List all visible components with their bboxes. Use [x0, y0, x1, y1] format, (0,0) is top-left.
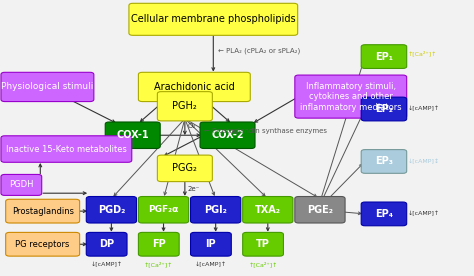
FancyBboxPatch shape	[86, 232, 127, 256]
Text: Inactive 15-Keto metabolites: Inactive 15-Keto metabolites	[6, 145, 127, 153]
Text: O₂: O₂	[187, 123, 195, 129]
Text: Inflammatory stimuli,
cytokines and other
inflammatory mediators: Inflammatory stimuli, cytokines and othe…	[300, 82, 401, 112]
FancyBboxPatch shape	[1, 136, 132, 162]
FancyBboxPatch shape	[129, 3, 298, 35]
Text: ↓[cAMP]↕: ↓[cAMP]↕	[408, 159, 440, 164]
FancyBboxPatch shape	[1, 174, 42, 195]
Text: Cellular membrane phospholipids: Cellular membrane phospholipids	[131, 14, 296, 24]
FancyBboxPatch shape	[295, 197, 345, 223]
FancyBboxPatch shape	[200, 122, 255, 148]
FancyBboxPatch shape	[157, 155, 212, 182]
Text: Arachidonic acid: Arachidonic acid	[154, 82, 235, 92]
Text: DP: DP	[99, 239, 114, 249]
Text: EP₃: EP₃	[375, 156, 393, 166]
Text: ↓[cAMP]↑: ↓[cAMP]↑	[408, 211, 440, 216]
FancyBboxPatch shape	[191, 232, 231, 256]
Text: PGD₂: PGD₂	[98, 205, 125, 215]
FancyBboxPatch shape	[361, 150, 407, 173]
Text: PGDH: PGDH	[9, 181, 34, 189]
Text: ↓[cAMP]↑: ↓[cAMP]↑	[91, 262, 123, 267]
Text: PGI₂: PGI₂	[204, 205, 227, 215]
FancyBboxPatch shape	[191, 197, 241, 223]
Text: PGF₂α: PGF₂α	[148, 205, 179, 214]
Text: PG receptors: PG receptors	[16, 240, 70, 249]
Text: TXA₂: TXA₂	[255, 205, 281, 215]
FancyBboxPatch shape	[6, 199, 80, 223]
Text: Physiological stimuli: Physiological stimuli	[1, 83, 93, 91]
FancyBboxPatch shape	[243, 197, 293, 223]
FancyBboxPatch shape	[1, 72, 94, 102]
FancyBboxPatch shape	[6, 232, 80, 256]
Text: Prostaglandins: Prostaglandins	[12, 207, 73, 216]
Text: ← Prostaglandin synthase enzymes: ← Prostaglandin synthase enzymes	[204, 128, 327, 134]
FancyBboxPatch shape	[361, 202, 407, 226]
FancyBboxPatch shape	[86, 197, 137, 223]
FancyBboxPatch shape	[361, 97, 407, 121]
FancyBboxPatch shape	[138, 232, 179, 256]
Text: ↓[cAMP]↑: ↓[cAMP]↑	[408, 107, 440, 112]
FancyBboxPatch shape	[243, 232, 283, 256]
Text: COX-2: COX-2	[211, 130, 244, 140]
Text: COX-1: COX-1	[117, 130, 149, 140]
Text: ↑[Ca²⁺]↑: ↑[Ca²⁺]↑	[144, 262, 173, 268]
FancyBboxPatch shape	[105, 122, 160, 148]
FancyBboxPatch shape	[138, 72, 250, 102]
FancyBboxPatch shape	[138, 197, 189, 223]
Text: EP₄: EP₄	[375, 209, 393, 219]
Text: ← PLA₂ (cPLA₂ or sPLA₂): ← PLA₂ (cPLA₂ or sPLA₂)	[218, 48, 301, 54]
Text: 2e⁻: 2e⁻	[187, 186, 200, 192]
FancyBboxPatch shape	[295, 75, 407, 118]
FancyBboxPatch shape	[157, 92, 212, 121]
Text: EP₂: EP₂	[375, 104, 393, 114]
Text: PGG₂: PGG₂	[173, 163, 197, 173]
Text: TP: TP	[256, 239, 270, 249]
Text: FP: FP	[152, 239, 166, 249]
Text: EP₁: EP₁	[375, 52, 393, 62]
Text: PGH₂: PGH₂	[173, 101, 197, 111]
Text: PGE₂: PGE₂	[307, 205, 333, 215]
Text: IP: IP	[206, 239, 216, 249]
Text: ↓[cAMP]↑: ↓[cAMP]↑	[195, 262, 227, 267]
FancyBboxPatch shape	[361, 45, 407, 68]
Text: ↑[Ca²⁺]↑: ↑[Ca²⁺]↑	[408, 51, 437, 57]
Text: ↑[Ca²⁺]↑: ↑[Ca²⁺]↑	[248, 262, 278, 268]
